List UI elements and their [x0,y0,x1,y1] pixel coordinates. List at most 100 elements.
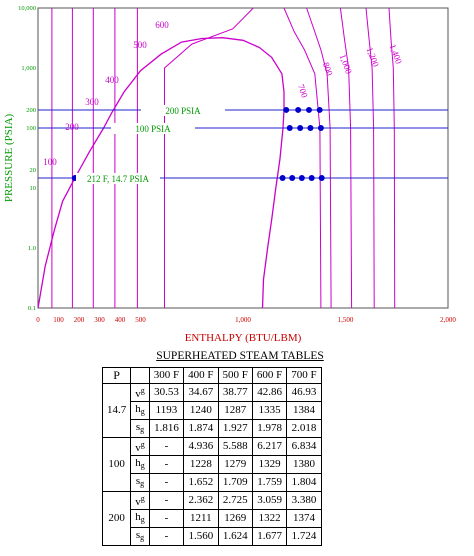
value-cell: 5.588 [217,436,253,456]
y-tick-label: 1,000 [21,65,36,72]
value-cell: 3.380 [286,490,322,510]
value-cell: 46.93 [286,382,322,402]
property-subscript: g [140,514,145,524]
state-point [307,125,314,131]
value-cell: 1.927 [217,418,253,438]
p-header: P [101,367,132,384]
data-points [71,106,325,181]
isotherm-line [164,7,254,308]
isotherm-label: 500 [133,40,147,50]
pressure-cell: 200 [101,509,132,528]
isobar-label-bg [141,104,225,116]
value-cell: 1374 [286,508,322,528]
isobar-label: 212 F, 14.7 PSIA [87,174,150,184]
property-symbol: s [135,420,141,433]
y-tick-label: 100 [26,125,36,132]
state-point [279,174,286,181]
temp-header: 500 F [217,367,253,384]
value-cell: 30.53 [148,382,185,402]
value-cell: 6.834 [286,436,322,456]
property-cell: sg [130,418,150,438]
chart-labels: 100 200 300 400 500 600 700 800 1,000 1,200 1,400 2… [43,20,404,184]
value-cell: 1335 [251,400,288,420]
value-cell: 3.059 [251,490,288,510]
table-title: SUPERHEATED STEAM TABLES [156,350,324,362]
prop-header [130,367,150,384]
pressure-cell [101,419,132,438]
saturation-dome [37,37,285,309]
x-axis-label: ENTHALPY (BTU/LBM) [185,332,302,344]
table-row: 200 hg -1211 1269 1322 1374 [101,508,322,528]
value-cell: - [148,436,185,456]
isotherm-label: 300 [85,97,99,107]
temp-header: 400 F [183,367,219,384]
table-row: sg 1.816 1.874 1.927 1.978 2.018 [101,418,322,438]
value-cell: - [148,508,185,528]
state-point [317,125,324,131]
state-point [308,174,315,181]
value-cell: 2.725 [217,490,253,510]
property-subscript: g [140,478,145,488]
table-row: sg -1.652 1.709 1.759 1.804 [101,472,322,492]
x-tick-label: 2,000 [440,316,456,324]
property-cell: vg [130,436,150,456]
value-cell: 1.677 [251,526,288,546]
value-cell: 4.936 [183,436,219,456]
isotherm-label: 200 [65,122,79,132]
value-cell: 1380 [286,454,322,474]
value-cell: 1287 [217,400,253,420]
value-cell: 1384 [286,400,322,420]
state-point [283,106,290,113]
value-cell: 1329 [251,454,288,474]
value-cell: - [148,472,185,492]
isobar-label: 100 PSIA [135,124,171,134]
state-point [297,125,304,131]
value-cell: 1.759 [251,472,288,492]
plot-frame [37,7,449,309]
pressure-cell [101,527,132,546]
property-symbol: v [135,441,141,454]
value-cell: 1.624 [217,526,253,546]
pressure-cell [101,436,132,456]
pressure-cell: 14.7 [101,401,132,420]
state-point [306,106,313,113]
pressure-cell [101,490,132,510]
isotherm-line [365,7,375,309]
temp-header: 600 F [251,367,288,384]
y-tick-label: 10 [30,185,37,192]
table-row: vg -2.362 2.725 3.059 3.380 [101,490,322,510]
property-subscript: g [140,385,145,395]
table-row: 100 hg -1228 1279 1329 1380 [101,454,322,474]
value-cell: 38.77 [217,382,253,402]
isotherm-label: 700 [296,83,310,100]
property-subscript: g [140,439,145,449]
isotherm-label: 100 [43,157,57,167]
property-symbol: h [135,510,141,523]
isotherm-label: 1,000 [338,53,354,76]
value-cell: - [148,526,185,546]
property-symbol: v [135,495,141,508]
pressure-cell [101,382,132,402]
property-subscript: g [140,493,145,503]
value-cell: 1.816 [148,418,185,438]
value-cell: 1240 [183,400,219,420]
table-header-row: P 300 F 400 F 500 F 600 F 700 F [101,367,322,384]
property-subscript: g [140,424,145,434]
property-cell: hg [130,508,150,528]
table-row: 14.7 hg 1193 1240 1287 1335 1384 [101,400,322,420]
property-symbol: h [135,402,141,415]
x-tick-label: 0 [36,316,40,324]
value-cell: 1193 [148,400,185,420]
pressure-cell [101,473,132,492]
value-cell: - [148,454,185,474]
x-tick-label: 300 [94,316,105,324]
state-point [316,106,323,113]
table-row: vg -4.936 5.588 6.217 6.834 [101,436,322,456]
state-point [295,106,302,113]
isotherm-lines [51,7,396,309]
property-symbol: v [135,387,141,400]
value-cell: 6.217 [251,436,288,456]
value-cell: 2.362 [183,490,219,510]
property-subscript: g [140,460,145,470]
